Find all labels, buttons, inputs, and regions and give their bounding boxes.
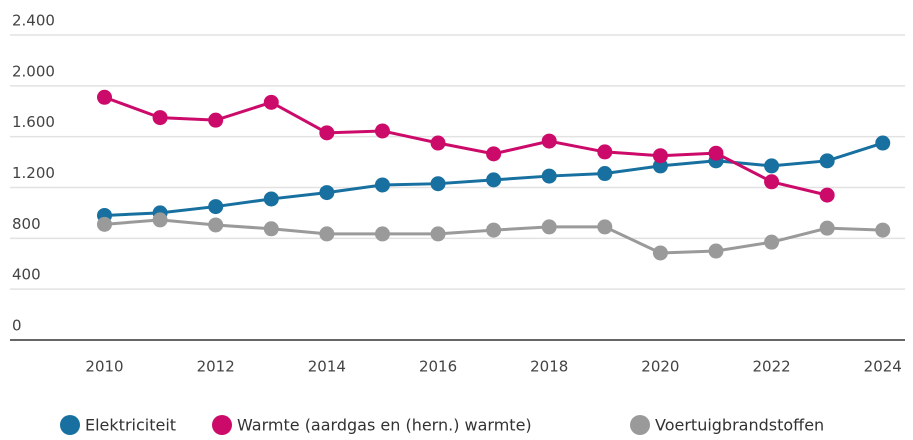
x-tick-label: 2020 [641,358,679,376]
data-point [430,226,446,242]
data-point [208,112,224,128]
data-point [764,158,780,174]
x-tick-label: 2016 [419,358,457,376]
data-point [875,135,891,151]
y-tick-label: 0 [12,317,22,335]
data-point [97,216,113,232]
data-point [486,146,502,162]
legend-swatch [630,415,650,435]
y-tick-label: 800 [12,215,41,233]
data-point [263,94,279,110]
data-point [374,177,390,193]
data-point [374,226,390,242]
x-tick-label: 2024 [864,358,902,376]
y-tick-label: 1.600 [12,113,55,131]
data-point [97,89,113,105]
data-point [374,123,390,139]
data-point [541,168,557,184]
data-point [597,166,613,182]
data-point [541,219,557,235]
data-point [152,110,168,126]
series-line [103,95,828,197]
legend-swatch [212,415,232,435]
data-point [319,226,335,242]
legend-swatch [60,415,80,435]
x-tick-label: 2014 [308,358,346,376]
data-point [764,234,780,250]
data-point [819,153,835,169]
data-point [708,243,724,259]
data-point [819,187,835,203]
data-point [208,217,224,233]
y-tick-label: 2.400 [12,12,55,30]
data-point [208,199,224,215]
x-tick-label: 2022 [752,358,790,376]
legend-label: Elektriciteit [85,416,176,435]
data-point [430,176,446,192]
data-point [652,148,668,164]
data-point [263,191,279,207]
x-tick-label: 2010 [85,358,123,376]
data-point [875,222,891,238]
x-tick-label: 2018 [530,358,568,376]
data-point [486,222,502,238]
y-tick-label: 2.000 [12,62,55,80]
data-point [319,185,335,201]
y-tick-label: 1.200 [12,164,55,182]
data-point [764,174,780,190]
data-point [319,125,335,141]
data-point [597,219,613,235]
data-point [652,245,668,261]
legend-label: Warmte (aardgas en (hern.) warmte) [237,416,532,435]
data-point [430,135,446,151]
data-point [541,133,557,149]
x-tick-label: 2012 [197,358,235,376]
data-point [486,172,502,188]
legend-label: Voertuigbrandstoffen [655,416,824,435]
data-point [263,221,279,237]
data-point [819,220,835,236]
data-point [708,145,724,161]
data-point [152,212,168,228]
y-tick-label: 400 [12,266,41,284]
data-point [597,144,613,160]
